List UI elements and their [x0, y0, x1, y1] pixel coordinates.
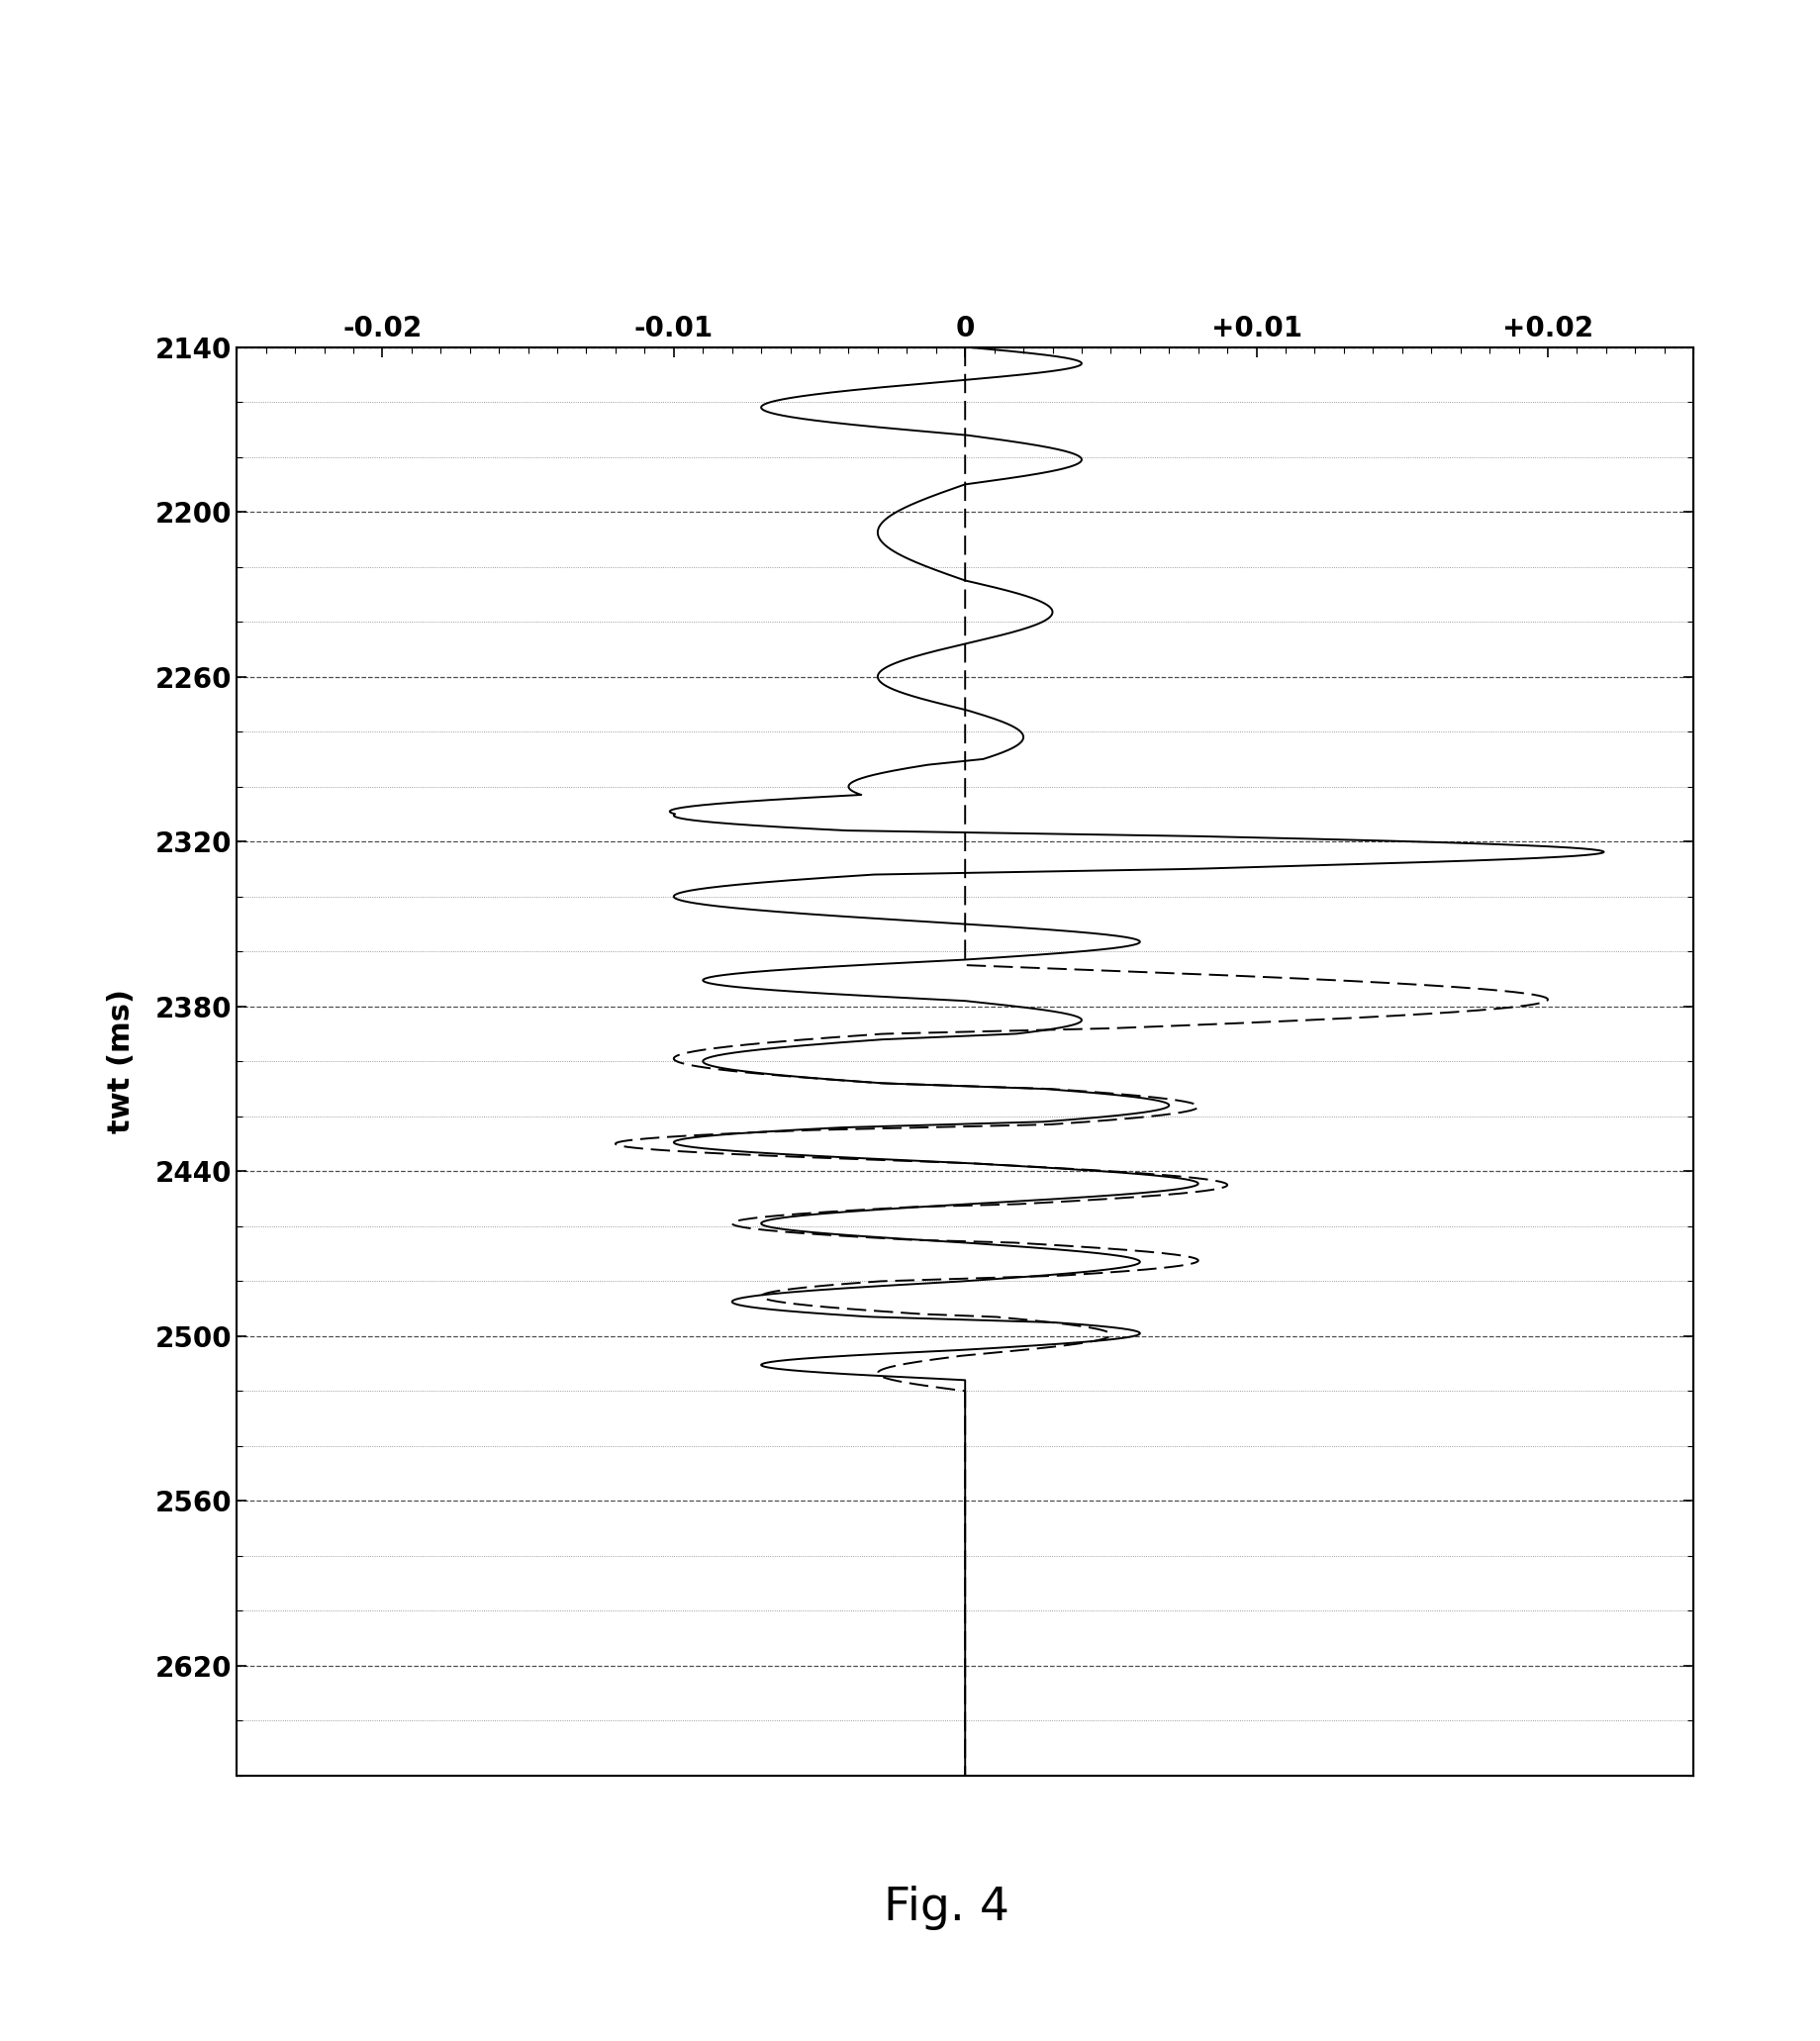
Text: Fig. 4: Fig. 4: [883, 1886, 1010, 1931]
Y-axis label: twt (ms): twt (ms): [107, 990, 136, 1133]
